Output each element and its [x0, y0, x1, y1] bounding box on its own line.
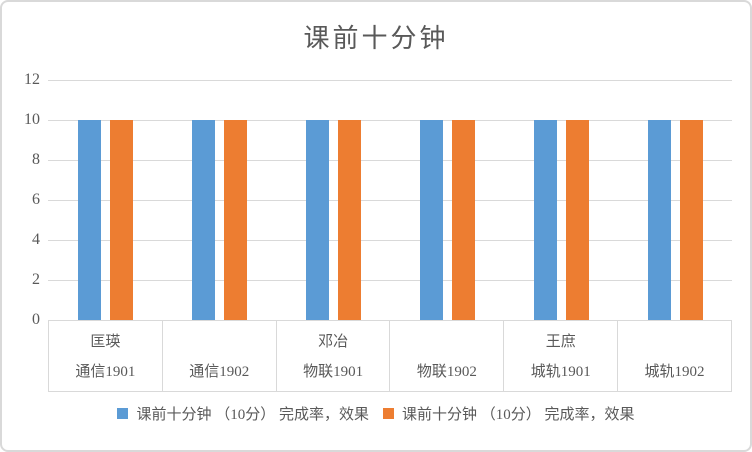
category-cell-物联1902: 物联1902: [389, 320, 503, 391]
y-axis-tick-label: 4: [32, 231, 40, 248]
bar-series2-通信1901[interactable]: [109, 120, 133, 320]
bar-series1-物联1902[interactable]: [419, 120, 443, 320]
bar-series2-城轨1901[interactable]: [565, 120, 589, 320]
bar-series2-物联1901[interactable]: [337, 120, 361, 320]
bar-series1-通信1901[interactable]: [77, 120, 101, 320]
legend-marker-icon: [117, 408, 129, 419]
y-axis-tick-label: 6: [32, 191, 40, 208]
category-class-label: 城轨1902: [644, 364, 705, 380]
category-cell-通信1902: 通信1902: [161, 320, 276, 391]
category-person-label: 匡瑛: [90, 334, 121, 350]
category-cell-物联1901: 邓冶物联1901: [275, 320, 390, 391]
legend: 课前十分钟 （10分） 完成率，效果 课前十分钟 （10分） 完成率，效果: [2, 403, 750, 424]
y-axis-tick-label: 0: [32, 311, 40, 328]
bar-series2-物联1902[interactable]: [451, 120, 475, 320]
category-class-label: 物联1901: [303, 364, 364, 380]
category-person-label: 邓冶: [318, 334, 349, 350]
chart-title: 课前十分钟: [303, 24, 449, 53]
category-person-label: 王庶: [545, 334, 576, 350]
category-label-table: 匡瑛 通信1901 通信1902 邓冶 物联1901 物联1902 王庶 城轨1901 城轨19…: [48, 320, 732, 392]
category-cell-通信1901: 匡瑛通信1901: [48, 320, 162, 391]
bar-series1-物联1901[interactable]: [305, 120, 329, 320]
category-class-label: 通信1901: [75, 364, 136, 380]
bar-series2-城轨1902[interactable]: [679, 120, 703, 320]
bar-series2-通信1902[interactable]: [223, 120, 247, 320]
gridline: [48, 200, 732, 201]
category-person-label: [390, 328, 503, 356]
gridline: [48, 80, 732, 81]
gridline: [48, 120, 732, 121]
bar-series1-城轨1901[interactable]: [533, 120, 557, 320]
legend-label: 课前十分钟 （10分） 完成率，效果: [136, 407, 369, 423]
category-class-label: 通信1902: [189, 364, 250, 380]
category-cell-城轨1901: 王庶城轨1901: [503, 320, 617, 391]
y-axis-tick-label: 2: [32, 271, 40, 288]
category-class-label: 城轨1901: [530, 364, 591, 380]
category-person-label: [163, 328, 276, 356]
gridline: [48, 240, 732, 241]
y-axis-tick-label: 10: [24, 111, 40, 128]
bar-series1-通信1902[interactable]: [191, 120, 215, 320]
legend-label: 课前十分钟 （10分） 完成率，效果: [402, 407, 635, 423]
y-axis-tick-label: 12: [24, 71, 40, 88]
category-person-label: [618, 328, 731, 356]
category-cell-城轨1902: 城轨1902: [617, 320, 731, 391]
bar-series1-城轨1902[interactable]: [647, 120, 671, 320]
gridline: [48, 160, 732, 161]
legend-item-series1[interactable]: 课前十分钟 （10分） 完成率，效果: [117, 403, 369, 424]
gridline: [48, 280, 732, 281]
y-axis-tick-label: 8: [32, 151, 40, 168]
legend-item-series2[interactable]: 课前十分钟 （10分） 完成率，效果: [383, 403, 635, 424]
category-class-label: 物联1902: [416, 364, 477, 380]
legend-marker-icon: [383, 408, 394, 419]
